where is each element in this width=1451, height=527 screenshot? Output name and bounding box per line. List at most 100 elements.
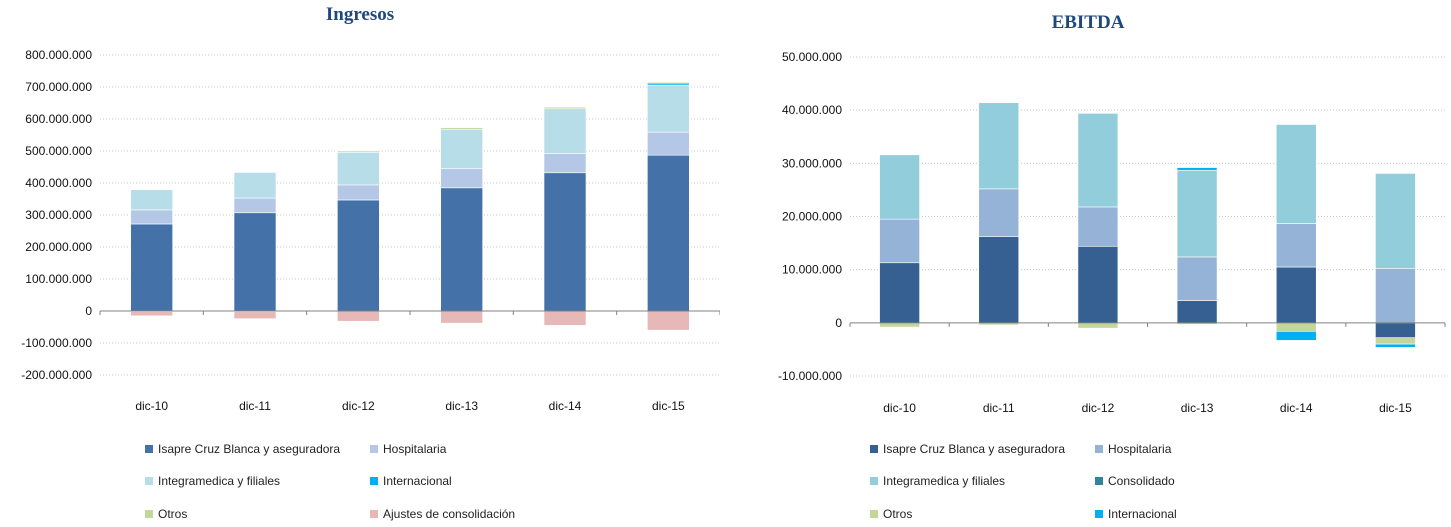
chart1-bar-integramedica-y-filiales-dic-14 xyxy=(1275,124,1317,224)
chart0-bar-ajustes-de-consolidacion-dic-13 xyxy=(440,310,483,324)
ingresos-chart: 800.000.000 700.000.000 600.000.000 500.000… xyxy=(21,48,720,413)
chart1-bar-hospitalaria-dic-12 xyxy=(1077,206,1119,247)
chart0-bar-integramedica-y-filiales-dic-13 xyxy=(440,128,483,169)
chart0-legend-label: Hospitalaria xyxy=(383,442,447,456)
chart1-bar-integramedica-y-filiales-dic-12 xyxy=(1077,113,1119,208)
chart1-bar-hospitalaria-dic-15 xyxy=(1375,268,1416,324)
ebitda-chart-title: EBITDA xyxy=(1051,12,1125,33)
chart1-legend-swatch xyxy=(1095,510,1103,518)
chart0-y-tick-label: 200.000.000 xyxy=(25,240,92,254)
chart1-legend-label: Consolidado xyxy=(1108,474,1175,488)
chart1-legend-label: Otros xyxy=(883,507,913,521)
chart1-x-tick-label: dic-12 xyxy=(1082,401,1115,415)
chart0-bar-integramedica-y-filiales-dic-15 xyxy=(647,84,690,133)
chart1-y-tick-label: 40.000.000 xyxy=(782,103,842,117)
chart1-y-tick-label: 10.000.000 xyxy=(782,263,842,277)
chart0-bar-hospitalaria-dic-12 xyxy=(337,184,380,201)
chart0-y-tick-label: 100.000.000 xyxy=(25,272,92,286)
chart0-legend-label: Ajustes de consolidación xyxy=(383,507,516,521)
chart1-bar-integramedica-y-filiales-dic-13 xyxy=(1176,169,1218,258)
chart0-y-tick-label: 300.000.000 xyxy=(25,208,92,222)
chart1-bar-isapre-cruz-blanca-y-aseguradora-dic-13 xyxy=(1176,300,1218,324)
chart1-bar-isapre-cruz-blanca-y-aseguradora-dic-11 xyxy=(978,236,1020,324)
ingresos-chart-title: Ingresos xyxy=(325,4,395,25)
chart0-x-tick-label: dic-14 xyxy=(549,399,582,413)
chart1-bar-otros-dic-12 xyxy=(1077,322,1119,329)
chart1-legend-item-hospitalaria: Hospitalaria xyxy=(1095,442,1171,456)
chart0-legend-swatch xyxy=(370,445,378,453)
chart1-legend-swatch xyxy=(870,510,878,518)
chart0-bar-ajustes-de-consolidacion-dic-15 xyxy=(647,310,690,331)
chart1-legend-item-isapre-cruz-blanca-y-aseguradora: Isapre Cruz Blanca y aseguradora xyxy=(870,442,1065,456)
chart0-bar-integramedica-y-filiales-dic-10 xyxy=(130,189,173,211)
chart1-bar-isapre-cruz-blanca-y-aseguradora-dic-15 xyxy=(1375,322,1416,339)
chart0-bar-isapre-cruz-blanca-y-aseguradora-dic-14 xyxy=(543,172,587,312)
chart0-bar-hospitalaria-dic-14 xyxy=(543,153,587,174)
chart0-bar-ajustes-de-consolidacion-dic-14 xyxy=(543,310,587,326)
chart0-bar-hospitalaria-dic-10 xyxy=(130,209,173,225)
chart0-bar-isapre-cruz-blanca-y-aseguradora-dic-12 xyxy=(337,199,380,312)
chart1-y-tick-label: 30.000.000 xyxy=(782,156,842,170)
chart1-bar-hospitalaria-dic-11 xyxy=(978,188,1020,238)
chart0-legend-label: Internacional xyxy=(383,474,452,488)
chart0-legend-label: Otros xyxy=(158,507,188,521)
chart0-legend-item-internacional: Internacional xyxy=(370,474,452,488)
chart0-legend-label: Integramedica y filiales xyxy=(158,474,281,488)
chart0-bar-otros-dic-13 xyxy=(440,127,483,130)
chart0-legend-swatch xyxy=(145,445,153,453)
chart0-y-tick-label: -200.000.000 xyxy=(21,368,92,382)
chart1-bar-integramedica-y-filiales-dic-11 xyxy=(978,102,1020,190)
chart0-bar-otros-dic-12 xyxy=(337,150,380,153)
chart1-bar-internacional-dic-15 xyxy=(1375,343,1416,348)
chart1-y-tick-label: 50.000.000 xyxy=(782,50,842,64)
chart1-legend-swatch xyxy=(1095,477,1103,485)
chart1-x-tick-label: dic-15 xyxy=(1379,401,1412,415)
chart1-y-tick-label: 0 xyxy=(835,316,842,330)
chart1-bar-integramedica-y-filiales-dic-15 xyxy=(1375,173,1416,269)
ingresos-legend: Isapre Cruz Blanca y aseguradora Hospital… xyxy=(0,440,720,525)
chart1-x-tick-label: dic-13 xyxy=(1181,401,1214,415)
chart0-legend-item-isapre-cruz-blanca-y-aseguradora: Isapre Cruz Blanca y aseguradora xyxy=(145,442,340,456)
chart1-legend-label: Hospitalaria xyxy=(1108,442,1172,456)
chart0-y-tick-label: 500.000.000 xyxy=(25,144,92,158)
chart0-y-tick-label: 0 xyxy=(85,304,92,318)
chart1-bar-internacional-dic-14 xyxy=(1275,331,1317,341)
chart1-legend-item-consolidado: Consolidado xyxy=(1095,474,1175,488)
chart0-y-tick-label: 600.000.000 xyxy=(25,112,92,126)
chart1-bar-isapre-cruz-blanca-y-aseguradora-dic-14 xyxy=(1275,266,1317,324)
chart0-bar-otros-dic-15 xyxy=(647,81,690,84)
chart0-bar-hospitalaria-dic-11 xyxy=(233,197,277,214)
chart0-bar-isapre-cruz-blanca-y-aseguradora-dic-10 xyxy=(130,223,173,312)
chart1-bar-hospitalaria-dic-14 xyxy=(1275,223,1317,268)
chart0-x-tick-label: dic-15 xyxy=(652,399,685,413)
chart1-legend-label: Isapre Cruz Blanca y aseguradora xyxy=(883,442,1066,456)
chart0-bar-integramedica-y-filiales-dic-14 xyxy=(543,108,587,154)
chart0-legend-item-otros: Otros xyxy=(145,507,187,521)
chart0-x-tick-label: dic-11 xyxy=(239,399,271,413)
chart0-x-tick-label: dic-13 xyxy=(445,399,478,413)
ebitda-chart-panel: EBITDA 50.000.000 40.000.000 30.000.000 20.… xyxy=(725,0,1451,527)
chart0-bar-otros-dic-14 xyxy=(543,106,587,110)
chart0-y-tick-label: 400.000.000 xyxy=(25,176,92,190)
chart1-bar-otros-dic-15 xyxy=(1375,337,1416,345)
chart1-bar-isapre-cruz-blanca-y-aseguradora-dic-12 xyxy=(1077,245,1119,324)
chart1-y-tick-label: 20.000.000 xyxy=(782,210,842,224)
chart0-legend-item-hospitalaria: Hospitalaria xyxy=(370,442,446,456)
chart1-legend-item-internacional: Internacional xyxy=(1095,507,1177,521)
chart1-y-tick-label: -10.000.000 xyxy=(778,369,842,383)
chart0-legend-swatch xyxy=(145,477,153,485)
chart0-x-tick-label: dic-10 xyxy=(135,399,168,413)
chart1-legend-swatch xyxy=(870,477,878,485)
chart0-legend-item-integramedica-y-filiales: Integramedica y filiales xyxy=(145,474,280,488)
chart0-bar-integramedica-y-filiales-dic-12 xyxy=(337,151,380,186)
chart1-legend-swatch xyxy=(1095,445,1103,453)
chart0-bar-ajustes-de-consolidacion-dic-11 xyxy=(233,311,277,319)
chart1-legend-label: Integramedica y filiales xyxy=(883,474,1006,488)
chart1-legend-label: Internacional xyxy=(1108,507,1177,521)
chart0-legend-swatch xyxy=(370,510,378,518)
chart1-bar-hospitalaria-dic-10 xyxy=(879,218,920,264)
chart1-bar-otros-dic-14 xyxy=(1275,322,1317,332)
chart0-x-tick-label: dic-12 xyxy=(342,399,375,413)
chart0-y-tick-label: 700.000.000 xyxy=(25,80,92,94)
chart0-bar-hospitalaria-dic-15 xyxy=(647,131,690,156)
